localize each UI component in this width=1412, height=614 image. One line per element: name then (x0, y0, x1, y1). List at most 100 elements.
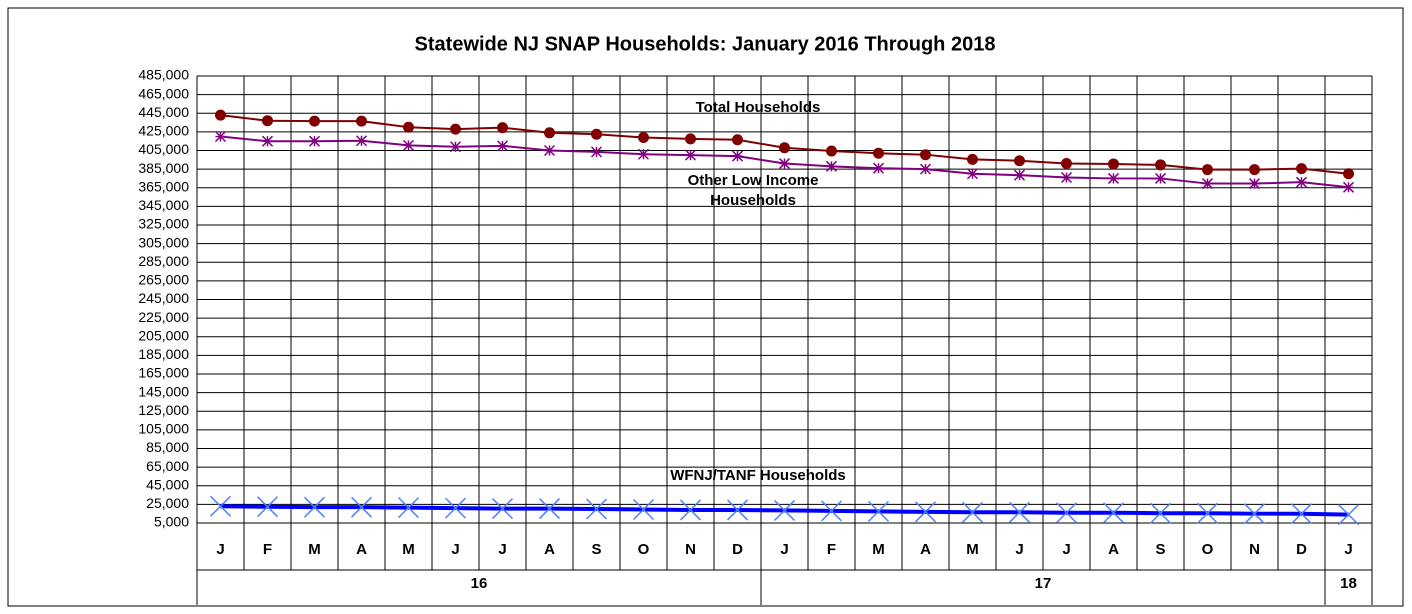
group-label: 18 (1340, 575, 1357, 592)
marker-stroke (679, 499, 702, 521)
marker (215, 109, 226, 121)
marker-stroke (1149, 502, 1172, 524)
y-tick-label: 5,000 (154, 514, 189, 530)
marker (632, 498, 655, 521)
marker (731, 150, 744, 162)
marker-stroke (1337, 504, 1360, 526)
marker (961, 501, 984, 523)
marker-stroke (444, 497, 467, 519)
marker (726, 499, 749, 521)
marker (355, 135, 368, 147)
marker-stroke (1055, 502, 1078, 524)
x-tick-label: J (498, 541, 506, 558)
marker-stroke (1008, 501, 1031, 523)
y-tick-label: 125,000 (138, 402, 189, 418)
marker (1248, 178, 1261, 190)
marker (778, 158, 791, 170)
marker-stroke (872, 162, 885, 174)
marker-stroke (726, 499, 749, 521)
series (209, 495, 1360, 526)
marker (1013, 169, 1026, 181)
marker (444, 497, 467, 519)
marker-stroke (731, 150, 744, 162)
y-tick-label: 205,000 (138, 327, 189, 343)
marker-stroke (1013, 169, 1026, 181)
marker-stroke (590, 146, 603, 158)
y-tick-label: 345,000 (138, 197, 189, 213)
group-label: 17 (1035, 575, 1052, 592)
marker-stroke (867, 500, 890, 522)
marker (309, 115, 320, 127)
marker (402, 139, 415, 151)
x-tick-label: M (872, 541, 885, 558)
group-label: 16 (471, 575, 488, 592)
marker (1202, 164, 1213, 176)
series-label: Other Low Income Households (687, 172, 819, 209)
marker (214, 131, 227, 143)
marker-stroke (637, 148, 650, 160)
x-tick-label: J (780, 541, 788, 558)
marker-stroke (1107, 172, 1120, 184)
marker (350, 496, 373, 518)
x-tick-label: F (827, 541, 836, 558)
marker (826, 145, 837, 157)
y-tick-label: 385,000 (138, 160, 189, 176)
marker (679, 499, 702, 521)
marker-stroke (1201, 178, 1214, 190)
y-tick-label: 65,000 (146, 458, 189, 474)
y-tick-label: 145,000 (138, 383, 189, 399)
x-tick-label: M (966, 541, 979, 558)
marker (591, 128, 602, 140)
x-tick-label: O (638, 541, 650, 558)
x-tick-label: J (451, 541, 459, 558)
marker (820, 500, 843, 522)
marker-stroke (1102, 502, 1125, 524)
marker (209, 495, 232, 517)
marker (1201, 178, 1214, 190)
marker (1243, 503, 1266, 525)
marker (919, 163, 932, 175)
marker (397, 497, 420, 519)
x-tick-label: S (591, 541, 601, 558)
x-tick-label: A (920, 541, 931, 558)
y-tick-label: 165,000 (138, 365, 189, 381)
y-tick-label: 365,000 (138, 178, 189, 194)
marker-stroke (1290, 503, 1313, 525)
marker (356, 115, 367, 127)
marker (1196, 502, 1219, 524)
x-tick-label: A (356, 541, 367, 558)
marker-stroke (1060, 171, 1073, 184)
marker (1154, 172, 1167, 184)
marker (497, 122, 508, 134)
marker (1014, 155, 1025, 167)
x-tick-label: D (1296, 541, 1307, 558)
series-label: WFNJ/TANF Households (670, 467, 846, 484)
y-tick-label: 445,000 (138, 104, 189, 120)
y-tick-label: 85,000 (146, 439, 189, 455)
marker-stroke (496, 140, 509, 152)
x-tick-label: J (1344, 541, 1352, 558)
marker-stroke (355, 135, 368, 147)
x-tick-label: O (1202, 541, 1214, 558)
y-tick-label: 25,000 (146, 495, 189, 511)
marker (1102, 502, 1125, 524)
x-tick-label: J (216, 541, 224, 558)
marker (914, 501, 937, 523)
marker-stroke (397, 497, 420, 519)
marker (543, 144, 556, 157)
marker (450, 123, 461, 135)
x-tick-label: F (263, 541, 272, 558)
marker (773, 499, 796, 521)
x-tick-label: M (308, 541, 321, 558)
x-tick-label: N (685, 541, 696, 558)
marker (1060, 171, 1073, 184)
marker (1155, 159, 1166, 171)
x-tick-label: J (1015, 541, 1023, 558)
x-tick-label: J (1062, 541, 1070, 558)
marker (1337, 504, 1360, 526)
x-tick-label: A (1108, 541, 1119, 558)
marker-stroke (209, 495, 232, 517)
marker-stroke (820, 500, 843, 522)
series (215, 109, 1354, 180)
